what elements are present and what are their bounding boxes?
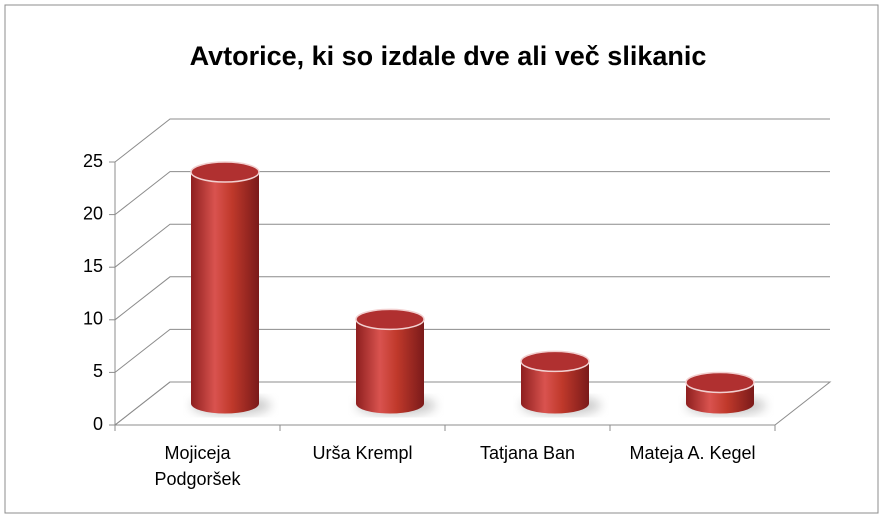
frame bbox=[4, 4, 879, 514]
bar-top bbox=[355, 308, 425, 331]
bar-bottom bbox=[191, 393, 259, 414]
bar-bottom bbox=[521, 393, 589, 414]
grid-line bbox=[114, 118, 830, 163]
grid-line bbox=[114, 276, 830, 321]
y-tick-label: 10 bbox=[83, 309, 103, 329]
x-tick-label: Urša Krempl bbox=[312, 443, 413, 463]
y-tick-label: 25 bbox=[83, 151, 103, 171]
x-tick-label: Mojiceja Podgoršek bbox=[154, 443, 241, 489]
y-tick-label: 0 bbox=[93, 414, 103, 434]
y-tick-label: 15 bbox=[83, 256, 103, 276]
grid-line bbox=[114, 328, 830, 373]
grid-line bbox=[114, 381, 830, 426]
y-tick-label: 20 bbox=[83, 203, 103, 223]
bar-top bbox=[685, 371, 755, 394]
bar-bottom bbox=[686, 393, 754, 414]
x-tick-label: Tatjana Ban bbox=[479, 443, 576, 463]
bar-body bbox=[356, 319, 424, 404]
bar-top bbox=[520, 350, 590, 373]
x-tick-label: Mateja A. Kegel bbox=[629, 443, 756, 463]
grid-line bbox=[114, 171, 830, 215]
bar-body bbox=[191, 172, 259, 404]
bar-bottom bbox=[356, 393, 424, 414]
y-tick-label: 5 bbox=[93, 361, 103, 381]
grid-line bbox=[114, 223, 830, 268]
chart-title: Avtorice, ki so izdale dve ali več slika… bbox=[190, 41, 707, 71]
bar-top bbox=[190, 161, 260, 183]
